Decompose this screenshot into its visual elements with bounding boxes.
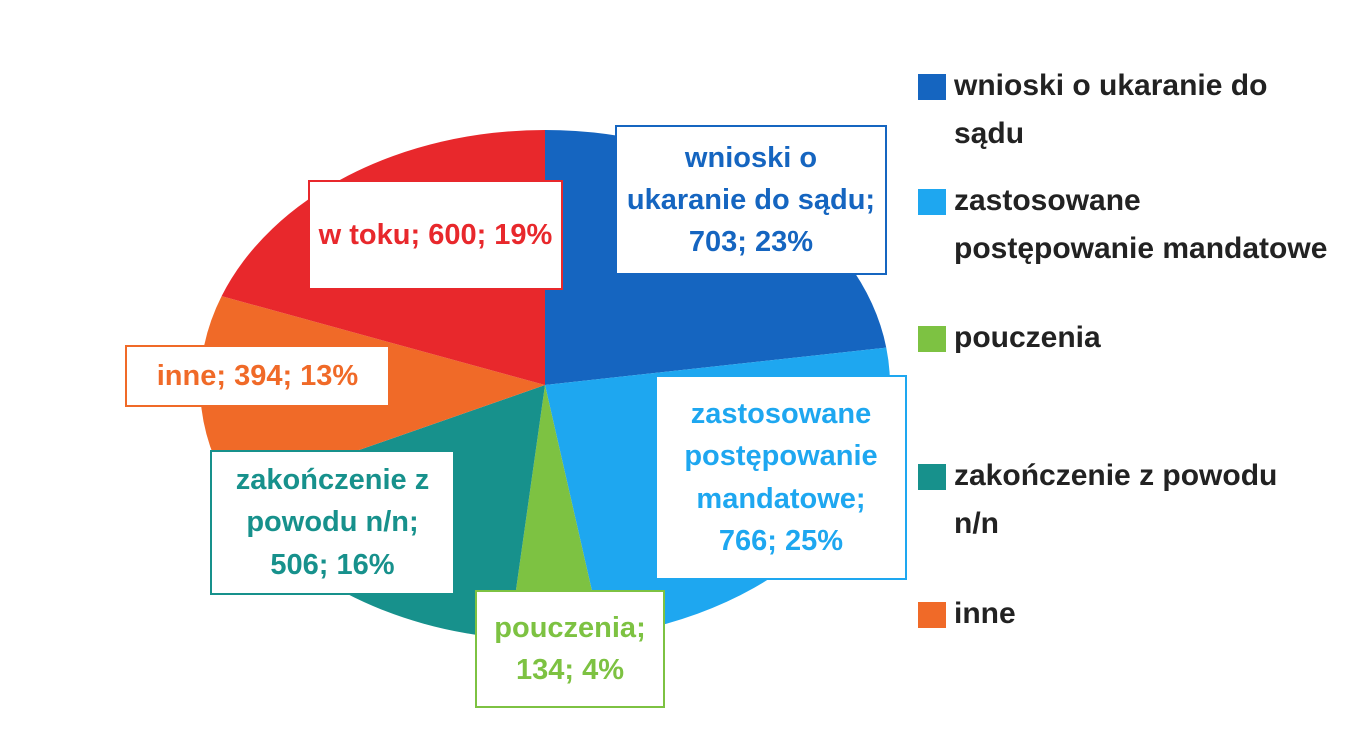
legend-swatch — [918, 464, 946, 490]
data-label: pouczenia; 134; 4% — [475, 590, 665, 708]
legend-label: pouczenia — [954, 321, 1101, 354]
data-label: inne; 394; 13% — [125, 345, 390, 407]
legend-swatch — [918, 189, 946, 215]
legend-item: pouczenia — [918, 314, 1328, 362]
data-label: zakończenie z powodu n/n; 506; 16% — [210, 450, 455, 595]
legend-label: inne — [954, 597, 1016, 630]
legend-item: wnioski o ukaranie do sądu — [918, 62, 1328, 158]
legend-label: zakończenie z powodu n/n — [954, 459, 1278, 540]
legend-item: zastosowane postępowanie mandatowe — [918, 177, 1328, 273]
legend-swatch — [918, 74, 946, 100]
legend-swatch — [918, 602, 946, 628]
data-label: zastosowane postępowanie mandatowe; 766;… — [655, 375, 907, 580]
legend-label: zastosowane postępowanie mandatowe — [954, 184, 1328, 265]
legend-item: zakończenie z powodu n/n — [918, 452, 1328, 548]
data-label: w toku; 600; 19% — [308, 180, 563, 290]
pie-slice — [509, 385, 603, 640]
legend-item: inne — [918, 590, 1328, 638]
legend-label: wnioski o ukaranie do sądu — [954, 69, 1268, 150]
legend-swatch — [918, 326, 946, 352]
data-label: wnioski o ukaranie do sądu; 703; 23% — [615, 125, 887, 275]
